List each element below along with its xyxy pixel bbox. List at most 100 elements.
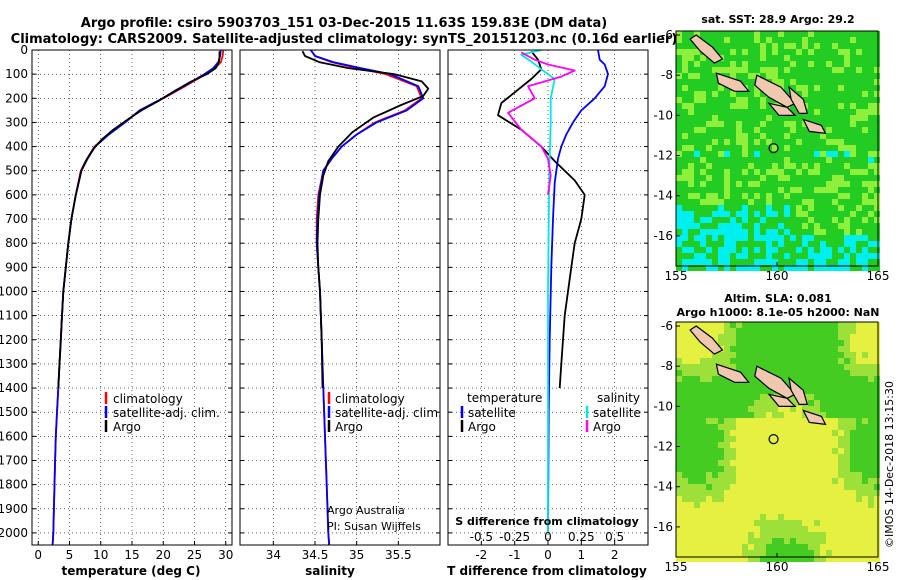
heatmap-cell bbox=[676, 43, 682, 49]
heatmap-cell bbox=[772, 157, 778, 163]
heatmap-cell bbox=[676, 544, 682, 550]
heatmap-cell bbox=[814, 526, 820, 532]
heatmap-cell bbox=[676, 49, 682, 55]
heatmap-cell bbox=[700, 115, 706, 121]
heatmap-cell bbox=[760, 334, 766, 340]
heatmap-cell bbox=[838, 205, 844, 211]
heatmap-cell bbox=[814, 466, 820, 472]
heatmap-cell bbox=[868, 157, 874, 163]
heatmap-cell bbox=[700, 229, 706, 235]
heatmap-cell bbox=[814, 382, 820, 388]
heatmap-cell bbox=[766, 454, 772, 460]
heatmap-cell bbox=[784, 235, 790, 241]
heatmap-cell bbox=[712, 544, 718, 550]
heatmap-cell bbox=[862, 328, 868, 334]
heatmap-cell bbox=[802, 133, 808, 139]
heatmap-cell bbox=[712, 550, 718, 556]
heatmap-cell bbox=[778, 73, 784, 79]
heatmap-cell bbox=[784, 340, 790, 346]
heatmap-cell bbox=[724, 394, 730, 400]
heatmap-cell bbox=[724, 484, 730, 490]
heatmap-cell bbox=[748, 121, 754, 127]
heatmap-cell bbox=[802, 406, 808, 412]
heatmap-cell bbox=[832, 346, 838, 352]
heatmap-cell bbox=[874, 400, 880, 406]
heatmap-cell bbox=[868, 514, 874, 520]
heatmap-cell bbox=[772, 235, 778, 241]
heatmap-cell bbox=[820, 211, 826, 217]
heatmap-cell bbox=[706, 253, 712, 259]
heatmap-cell bbox=[856, 139, 862, 145]
heatmap-cell bbox=[730, 109, 736, 115]
heatmap-cell bbox=[736, 217, 742, 223]
ytick-label: 600 bbox=[5, 188, 28, 202]
heatmap-cell bbox=[688, 448, 694, 454]
heatmap-cell bbox=[826, 394, 832, 400]
heatmap-cell bbox=[862, 169, 868, 175]
heatmap-cell bbox=[796, 43, 802, 49]
heatmap-cell bbox=[754, 61, 760, 67]
heatmap-cell bbox=[760, 109, 766, 115]
heatmap-cell bbox=[826, 91, 832, 97]
heatmap-cell bbox=[850, 127, 856, 133]
heatmap-cell bbox=[868, 223, 874, 229]
heatmap-cell bbox=[820, 223, 826, 229]
heatmap-cell bbox=[706, 358, 712, 364]
heatmap-cell bbox=[796, 79, 802, 85]
heatmap-cell bbox=[706, 229, 712, 235]
heatmap-cell bbox=[844, 406, 850, 412]
heatmap-cell bbox=[688, 394, 694, 400]
heatmap-cell bbox=[874, 217, 880, 223]
heatmap-cell bbox=[748, 241, 754, 247]
heatmap-cell bbox=[844, 103, 850, 109]
heatmap-cell bbox=[766, 526, 772, 532]
heatmap-cell bbox=[700, 544, 706, 550]
heatmap-cell bbox=[826, 217, 832, 223]
heatmap-cell bbox=[742, 472, 748, 478]
heatmap-cell bbox=[688, 502, 694, 508]
heatmap-cell bbox=[820, 61, 826, 67]
heatmap-cell bbox=[826, 508, 832, 514]
heatmap-cell bbox=[856, 376, 862, 382]
heatmap-cell bbox=[826, 484, 832, 490]
heatmap-cell bbox=[742, 382, 748, 388]
salinity-grid bbox=[240, 49, 440, 545]
heatmap-cell bbox=[826, 448, 832, 454]
title-line-1: Argo profile: csiro 5903703_151 03-Dec-2… bbox=[81, 16, 607, 31]
heatmap-cell bbox=[862, 181, 868, 187]
ytick-label: 1600 bbox=[0, 429, 28, 443]
heatmap-cell bbox=[742, 97, 748, 103]
heatmap-cell bbox=[838, 145, 844, 151]
legend-satellite-adj: satellite-adj. clim. bbox=[113, 406, 220, 420]
heatmap-cell bbox=[790, 424, 796, 430]
heatmap-cell bbox=[814, 91, 820, 97]
heatmap-cell bbox=[766, 127, 772, 133]
heatmap-cell bbox=[814, 400, 820, 406]
heatmap-cell bbox=[826, 382, 832, 388]
heatmap-cell bbox=[736, 508, 742, 514]
heatmap-cell bbox=[676, 109, 682, 115]
heatmap-cell bbox=[700, 358, 706, 364]
heatmap-cell bbox=[826, 31, 832, 37]
heatmap-cell bbox=[796, 358, 802, 364]
xtick-label: 34.5 bbox=[302, 548, 329, 562]
heatmap-cell bbox=[784, 526, 790, 532]
heatmap-cell bbox=[760, 151, 766, 157]
heatmap-cell bbox=[760, 67, 766, 73]
heatmap-cell bbox=[682, 346, 688, 352]
heatmap-cell bbox=[682, 265, 688, 271]
heatmap-cell bbox=[874, 85, 880, 91]
heatmap-cell bbox=[868, 376, 874, 382]
heatmap-cell bbox=[832, 538, 838, 544]
heatmap-cell bbox=[844, 436, 850, 442]
heatmap-cell bbox=[784, 352, 790, 358]
heatmap-cell bbox=[850, 514, 856, 520]
heatmap-cell bbox=[790, 175, 796, 181]
heatmap-cell bbox=[784, 436, 790, 442]
heatmap-cell bbox=[700, 187, 706, 193]
heatmap-cell bbox=[712, 490, 718, 496]
heatmap-cell bbox=[874, 412, 880, 418]
heatmap-cell bbox=[784, 145, 790, 151]
heatmap-cell bbox=[700, 67, 706, 73]
heatmap-cell bbox=[826, 520, 832, 526]
